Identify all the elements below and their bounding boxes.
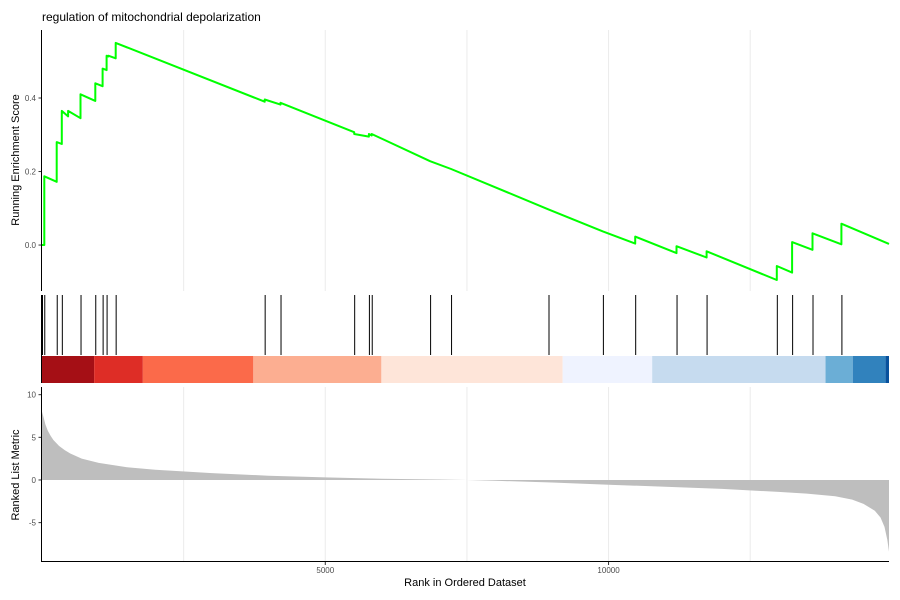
x-tick-label-1: 10000 xyxy=(597,566,620,575)
ranked-metric-gridlines xyxy=(183,387,751,561)
running-score-y-ticks: 0.0 0.2 0.4 xyxy=(25,94,42,250)
hits-panel xyxy=(41,295,889,383)
color-band-5 xyxy=(562,356,653,383)
rank-color-bar xyxy=(42,356,889,383)
ranked-metric-y-tick-label-2: 5 xyxy=(32,433,37,442)
running-score-panel: 0.0 0.2 0.4 Running Enrichment Score xyxy=(10,30,890,291)
color-band-1 xyxy=(94,356,143,383)
ranked-metric-y-tick-label-3: 10 xyxy=(27,391,36,400)
running-score-y-tick-label-2: 0.4 xyxy=(25,94,37,103)
color-band-3 xyxy=(253,356,382,383)
running-score-y-tick-label-0: 0.0 xyxy=(25,241,37,250)
color-band-8 xyxy=(852,356,886,383)
running-score-gridlines xyxy=(183,30,751,291)
running-score-line-group xyxy=(42,41,890,281)
ranked-metric-area xyxy=(42,411,889,552)
chart-title: regulation of mitochondrial depolarizati… xyxy=(42,10,261,24)
x-axis-ticks: 5000 10000 xyxy=(316,561,620,575)
ranked-metric-y-ticks: -5 0 5 10 xyxy=(27,391,42,528)
color-band-6 xyxy=(652,356,826,383)
ranked-metric-y-tick-label-0: -5 xyxy=(29,519,37,528)
color-band-4 xyxy=(381,356,563,383)
running-score-y-tick-label-1: 0.2 xyxy=(25,168,37,177)
running-score-y-title: Running Enrichment Score xyxy=(10,94,22,225)
color-band-2 xyxy=(142,356,254,383)
color-band-0 xyxy=(42,356,95,383)
color-band-7 xyxy=(825,356,853,383)
ranked-metric-panel: -5 0 5 10 5000 10000 Ranked List Metric Rank… xyxy=(10,387,889,589)
x-tick-label-0: 5000 xyxy=(316,566,334,575)
ranked-metric-area-group xyxy=(42,411,889,552)
x-axis-title: Rank in Ordered Dataset xyxy=(404,577,526,589)
ranked-metric-y-tick-label-1: 0 xyxy=(32,476,37,485)
running-score-line xyxy=(42,41,890,281)
ranked-metric-y-title: Ranked List Metric xyxy=(10,429,22,521)
gene-hit-ticks xyxy=(42,295,843,355)
color-band-9 xyxy=(885,356,889,383)
